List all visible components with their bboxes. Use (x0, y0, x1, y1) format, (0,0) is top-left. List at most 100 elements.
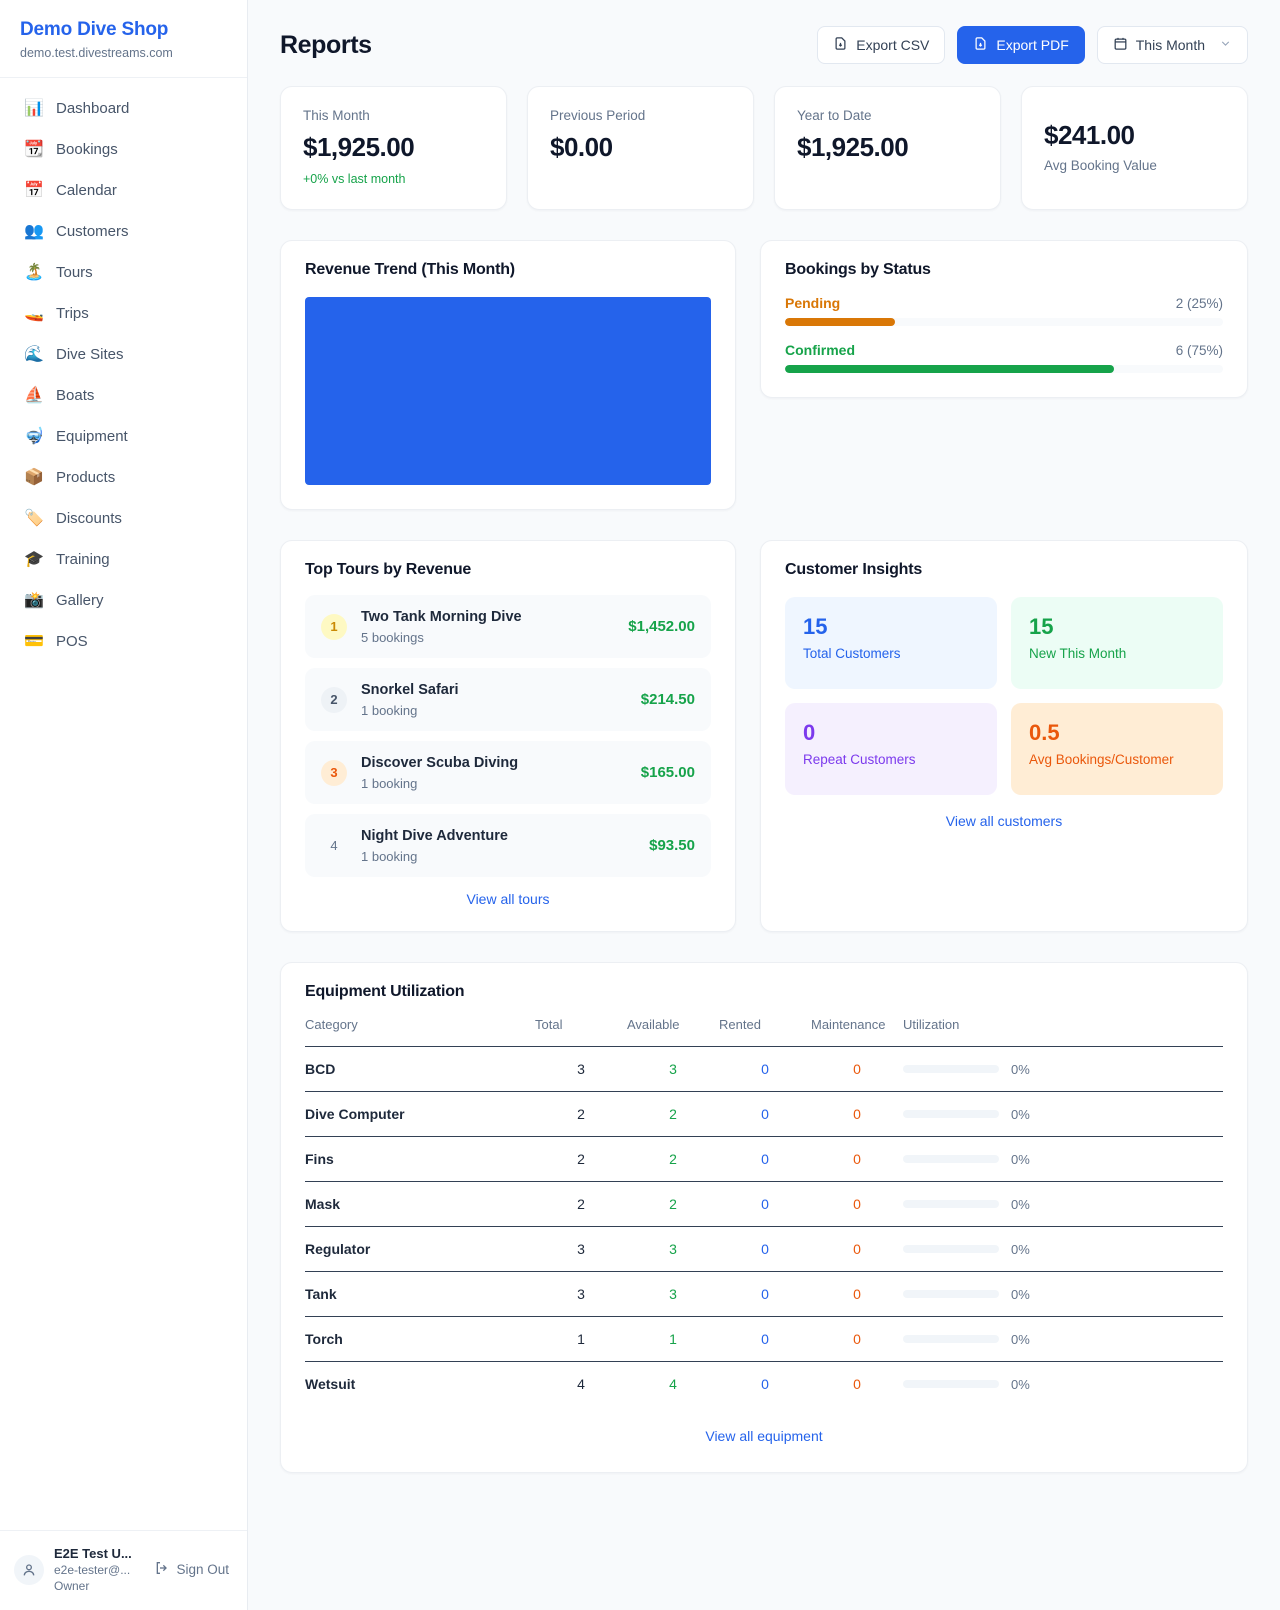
equipment-available: 3 (627, 1271, 719, 1317)
equipment-utilization-cell: 0% (903, 1091, 1223, 1137)
export-csv-button[interactable]: Export CSV (817, 26, 946, 64)
sidebar-item-products[interactable]: 📦 Products (0, 457, 247, 498)
customer-insights-card: Customer Insights 15 Total Customers 15 New… (760, 540, 1248, 932)
table-row: Tank 3 3 0 0 0% (305, 1271, 1223, 1317)
sidebar-item-boats[interactable]: ⛵ Boats (0, 375, 247, 416)
equipment-category: Torch (305, 1316, 535, 1362)
utilization-wrap: 0% (903, 1332, 1223, 1347)
table-row: Regulator 3 3 0 0 0% (305, 1226, 1223, 1272)
equipment-total: 1 (535, 1316, 627, 1362)
sidebar-item-label: POS (56, 632, 88, 650)
insight-tile: 0.5 Avg Bookings/Customer (1011, 703, 1223, 795)
equipment-utilization-cell: 0% (903, 1181, 1223, 1227)
tour-rank-badge: 1 (321, 613, 347, 640)
sidebar-spacer (0, 668, 247, 1530)
view-all-equipment-link[interactable]: View all equipment (705, 1428, 823, 1444)
sidebar-item-dashboard[interactable]: 📊 Dashboard (0, 88, 247, 129)
utilization-wrap: 0% (903, 1197, 1223, 1212)
equipment-total: 4 (577, 1376, 585, 1392)
status-progress-track (785, 365, 1223, 373)
utilization-percent: 0% (1011, 1376, 1030, 1392)
chevron-down-icon (1219, 37, 1232, 53)
tour-revenue: $93.50 (649, 837, 695, 854)
equipment-maintenance: 0 (853, 1376, 861, 1392)
calendar-date-icon: 📆 (24, 140, 44, 158)
equipment-utilization-card: Equipment Utilization Category Total Avail… (280, 962, 1248, 1473)
equipment-col-rented: Rented (719, 1017, 811, 1047)
sidebar-item-label: Boats (56, 386, 95, 404)
equipment-utilization-cell: 0% (903, 1046, 1223, 1092)
view-all-customers-link[interactable]: View all customers (945, 813, 1063, 829)
brand-block[interactable]: Demo Dive Shop demo.test.divestreams.com (0, 0, 247, 78)
kpi-card: $241.00 Avg Booking Value (1021, 86, 1248, 210)
equipment-table-header-row: Category Total Available Rented Maintenance U… (305, 1017, 1223, 1047)
view-all-tours-link[interactable]: View all tours (466, 891, 550, 907)
equipment-total: 2 (535, 1091, 627, 1137)
tour-name: Night Dive Adventure (361, 828, 508, 844)
kpi-card: This Month $1,925.00 +0% vs last month (280, 86, 507, 210)
table-row: Torch 1 1 0 0 0% (305, 1316, 1223, 1362)
period-select[interactable]: This Month (1096, 26, 1248, 64)
sidebar-item-pos[interactable]: 💳 POS (0, 621, 247, 662)
equipment-utilization-cell: 0% (903, 1136, 1223, 1182)
graduation-cap-icon: 🎓 (24, 550, 44, 568)
equipment-category: Tank (305, 1271, 535, 1317)
sidebar-item-training[interactable]: 🎓 Training (0, 539, 247, 580)
sidebar-item-discounts[interactable]: 🏷️ Discounts (0, 498, 247, 539)
equipment-category: Mask (305, 1181, 535, 1227)
equipment-category: Wetsuit (305, 1376, 356, 1392)
sidebar-item-tours[interactable]: 🏝️ Tours (0, 252, 247, 293)
tour-revenue: $165.00 (640, 764, 695, 781)
equipment-rented: 0 (719, 1226, 811, 1272)
export-csv-label: Export CSV (856, 37, 930, 53)
customer-insights-title: Customer Insights (785, 561, 923, 578)
lower-row: Top Tours by Revenue 1 Two Tank Morning D… (280, 540, 1248, 932)
utilization-wrap: 0% (903, 1152, 1223, 1167)
utilization-wrap: 0% (903, 1107, 1223, 1122)
kpi-row: This Month $1,925.00 +0% vs last month Prev… (280, 86, 1248, 210)
utilization-track (903, 1065, 999, 1073)
export-pdf-label: Export PDF (996, 37, 1069, 53)
sign-out-button[interactable]: Sign Out (154, 1560, 233, 1579)
export-pdf-button[interactable]: Export PDF (957, 26, 1085, 64)
header-actions: Export CSV Export PDF (817, 26, 1248, 64)
kpi-value: $1,925.00 (303, 132, 415, 162)
tour-row[interactable]: 2 Snorkel Safari 1 booking $214.50 (305, 668, 711, 731)
equipment-available: 1 (627, 1316, 719, 1362)
sidebar-item-trips[interactable]: 🚤 Trips (0, 293, 247, 334)
tour-row[interactable]: 3 Discover Scuba Diving 1 booking $165.00 (305, 741, 711, 804)
tour-bookings-count: 1 booking (361, 703, 418, 718)
sidebar-item-calendar[interactable]: 📅 Calendar (0, 170, 247, 211)
kpi-label: Year to Date (797, 108, 872, 123)
utilization-percent: 0% (1011, 1241, 1030, 1257)
sign-out-icon (154, 1560, 170, 1579)
status-row: Pending 2 (25%) (785, 295, 1223, 326)
utilization-percent: 0% (1011, 1331, 1030, 1347)
kpi-value: $0.00 (550, 132, 613, 162)
user-meta: E2E Test U... e2e-tester@... Owner (54, 1545, 144, 1594)
insight-value: 15 (803, 614, 828, 639)
bookings-by-status-title: Bookings by Status (785, 261, 931, 278)
sidebar-item-label: Equipment (56, 427, 128, 445)
equipment-rented: 0 (761, 1376, 769, 1392)
tour-bookings-count: 1 booking (361, 849, 418, 864)
tour-row[interactable]: 4 Night Dive Adventure 1 booking $93.50 (305, 814, 711, 877)
insight-value: 0 (803, 720, 816, 745)
user-role: Owner (54, 1579, 90, 1593)
mid-row: Revenue Trend (This Month) Bookings by S… (280, 240, 1248, 510)
utilization-wrap: 0% (903, 1062, 1223, 1077)
sidebar-item-customers[interactable]: 👥 Customers (0, 211, 247, 252)
sidebar-item-dive-sites[interactable]: 🌊 Dive Sites (0, 334, 247, 375)
sidebar-item-gallery[interactable]: 📸 Gallery (0, 580, 247, 621)
sidebar-item-bookings[interactable]: 📆 Bookings (0, 129, 247, 170)
sidebar-item-label: Calendar (56, 181, 117, 199)
sidebar-item-equipment[interactable]: 🤿 Equipment (0, 416, 247, 457)
equipment-rented: 0 (719, 1316, 811, 1362)
equipment-maintenance: 0 (811, 1271, 903, 1317)
kpi-value: $241.00 (1044, 120, 1135, 150)
kpi-label: Avg Booking Value (1044, 158, 1157, 173)
status-row: Confirmed 6 (75%) (785, 342, 1223, 373)
tour-row[interactable]: 1 Two Tank Morning Dive 5 bookings $1,452.0… (305, 595, 711, 658)
tag-icon: 🏷️ (24, 509, 44, 527)
